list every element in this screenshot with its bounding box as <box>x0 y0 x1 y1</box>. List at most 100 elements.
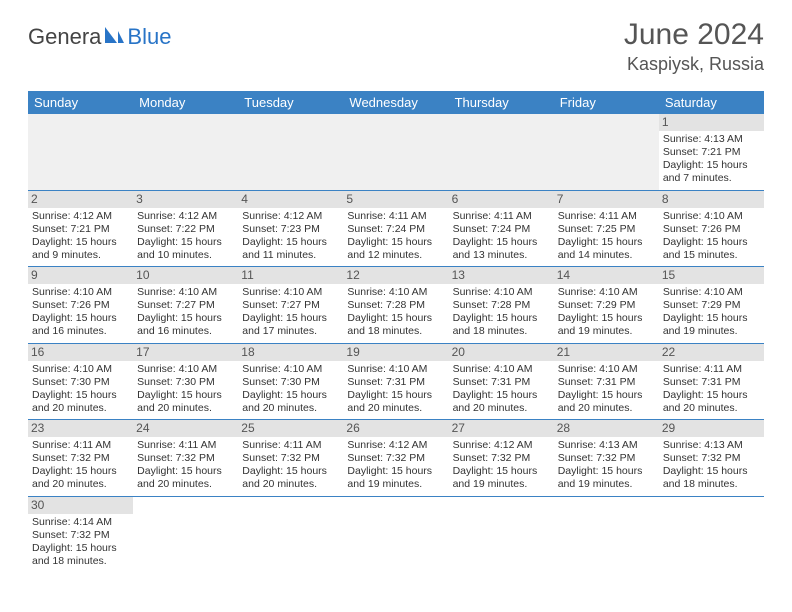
sunrise-text: Sunrise: 4:10 AM <box>137 286 234 299</box>
daylight-text: Daylight: 15 hours and 18 minutes. <box>453 312 550 338</box>
calendar-cell: 9Sunrise: 4:10 AMSunset: 7:26 PMDaylight… <box>28 267 133 344</box>
sunrise-text: Sunrise: 4:11 AM <box>347 210 444 223</box>
daylight-text: Daylight: 15 hours and 18 minutes. <box>663 465 760 491</box>
calendar-cell: 7Sunrise: 4:11 AMSunset: 7:25 PMDaylight… <box>554 190 659 267</box>
calendar-cell <box>659 496 764 572</box>
calendar-row: 2Sunrise: 4:12 AMSunset: 7:21 PMDaylight… <box>28 190 764 267</box>
sunrise-text: Sunrise: 4:11 AM <box>558 210 655 223</box>
daylight-text: Daylight: 15 hours and 19 minutes. <box>453 465 550 491</box>
calendar-cell: 1Sunrise: 4:13 AMSunset: 7:21 PMDaylight… <box>659 114 764 190</box>
sunset-text: Sunset: 7:27 PM <box>242 299 339 312</box>
calendar-cell: 20Sunrise: 4:10 AMSunset: 7:31 PMDayligh… <box>449 343 554 420</box>
calendar-cell: 26Sunrise: 4:12 AMSunset: 7:32 PMDayligh… <box>343 420 448 497</box>
day-number: 25 <box>238 420 343 437</box>
daylight-text: Daylight: 15 hours and 20 minutes. <box>137 389 234 415</box>
calendar-cell <box>554 114 659 190</box>
location: Kaspiysk, Russia <box>624 54 764 75</box>
calendar-cell <box>554 496 659 572</box>
daylight-text: Daylight: 15 hours and 20 minutes. <box>137 465 234 491</box>
calendar-cell <box>238 496 343 572</box>
sunset-text: Sunset: 7:29 PM <box>558 299 655 312</box>
sunrise-text: Sunrise: 4:11 AM <box>242 439 339 452</box>
day-number: 12 <box>343 267 448 284</box>
sunset-text: Sunset: 7:26 PM <box>663 223 760 236</box>
daylight-text: Daylight: 15 hours and 12 minutes. <box>347 236 444 262</box>
sunrise-text: Sunrise: 4:10 AM <box>663 210 760 223</box>
calendar-cell: 4Sunrise: 4:12 AMSunset: 7:23 PMDaylight… <box>238 190 343 267</box>
daylight-text: Daylight: 15 hours and 13 minutes. <box>453 236 550 262</box>
logo-text-part1: Genera <box>28 24 101 50</box>
sunset-text: Sunset: 7:24 PM <box>453 223 550 236</box>
calendar-cell <box>133 114 238 190</box>
weekday-header: Friday <box>554 91 659 114</box>
calendar-cell: 17 Sunrise: 4:10 AMSunset: 7:30 PMDayligh… <box>133 343 238 420</box>
calendar-cell <box>343 114 448 190</box>
day-number: 16 <box>28 344 133 361</box>
sunrise-text: Sunrise: 4:10 AM <box>347 363 444 376</box>
day-number: 3 <box>133 191 238 208</box>
sunset-text: Sunset: 7:28 PM <box>453 299 550 312</box>
weekday-header-row: Sunday Monday Tuesday Wednesday Thursday… <box>28 91 764 114</box>
calendar-cell <box>343 496 448 572</box>
day-number: 17 <box>133 344 238 361</box>
sunset-text: Sunset: 7:29 PM <box>663 299 760 312</box>
day-number: 4 <box>238 191 343 208</box>
sunset-text: Sunset: 7:21 PM <box>32 223 129 236</box>
sunset-text: Sunset: 7:30 PM <box>137 376 234 389</box>
weekday-header: Thursday <box>449 91 554 114</box>
calendar-cell: 6Sunrise: 4:11 AMSunset: 7:24 PMDaylight… <box>449 190 554 267</box>
sunrise-text: Sunrise: 4:12 AM <box>242 210 339 223</box>
sunrise-text: Sunrise: 4:10 AM <box>453 363 550 376</box>
daylight-text: Daylight: 15 hours and 20 minutes. <box>242 389 339 415</box>
day-number: 11 <box>238 267 343 284</box>
daylight-text: Daylight: 15 hours and 20 minutes. <box>32 389 129 415</box>
daylight-text: Daylight: 15 hours and 20 minutes. <box>347 389 444 415</box>
sunset-text: Sunset: 7:32 PM <box>137 452 234 465</box>
sunrise-text: Sunrise: 4:11 AM <box>137 439 234 452</box>
day-number: 2 <box>28 191 133 208</box>
sunrise-text: Sunrise: 4:12 AM <box>32 210 129 223</box>
calendar-cell: 25Sunrise: 4:11 AMSunset: 7:32 PMDayligh… <box>238 420 343 497</box>
sunrise-text: Sunrise: 4:10 AM <box>137 363 234 376</box>
sunset-text: Sunset: 7:31 PM <box>558 376 655 389</box>
day-number: 9 <box>28 267 133 284</box>
sunrise-text: Sunrise: 4:14 AM <box>32 516 129 529</box>
weekday-header: Sunday <box>28 91 133 114</box>
sunrise-text: Sunrise: 4:13 AM <box>663 439 760 452</box>
day-number: 8 <box>659 191 764 208</box>
sunset-text: Sunset: 7:26 PM <box>32 299 129 312</box>
calendar-cell: 30Sunrise: 4:14 AMSunset: 7:32 PMDayligh… <box>28 496 133 572</box>
sunset-text: Sunset: 7:24 PM <box>347 223 444 236</box>
sunrise-text: Sunrise: 4:13 AM <box>663 133 760 146</box>
daylight-text: Daylight: 15 hours and 16 minutes. <box>32 312 129 338</box>
day-number: 26 <box>343 420 448 437</box>
weekday-header: Wednesday <box>343 91 448 114</box>
daylight-text: Daylight: 15 hours and 20 minutes. <box>32 465 129 491</box>
day-number: 22 <box>659 344 764 361</box>
daylight-text: Daylight: 15 hours and 19 minutes. <box>558 312 655 338</box>
calendar-cell: 2Sunrise: 4:12 AMSunset: 7:21 PMDaylight… <box>28 190 133 267</box>
day-number: 27 <box>449 420 554 437</box>
sunset-text: Sunset: 7:25 PM <box>558 223 655 236</box>
sunrise-text: Sunrise: 4:10 AM <box>347 286 444 299</box>
calendar-cell: 16Sunrise: 4:10 AMSunset: 7:30 PMDayligh… <box>28 343 133 420</box>
sunset-text: Sunset: 7:30 PM <box>32 376 129 389</box>
sail-icon <box>103 25 125 50</box>
sunset-text: Sunset: 7:28 PM <box>347 299 444 312</box>
sunrise-text: Sunrise: 4:12 AM <box>453 439 550 452</box>
sunset-text: Sunset: 7:31 PM <box>347 376 444 389</box>
daylight-text: Daylight: 15 hours and 20 minutes. <box>663 389 760 415</box>
daylight-text: Daylight: 15 hours and 19 minutes. <box>347 465 444 491</box>
daylight-text: Daylight: 15 hours and 14 minutes. <box>558 236 655 262</box>
calendar-cell: 10Sunrise: 4:10 AMSunset: 7:27 PMDayligh… <box>133 267 238 344</box>
calendar-cell <box>28 114 133 190</box>
daylight-text: Daylight: 15 hours and 16 minutes. <box>137 312 234 338</box>
daylight-text: Daylight: 15 hours and 7 minutes. <box>663 159 760 185</box>
calendar-row: 9Sunrise: 4:10 AMSunset: 7:26 PMDaylight… <box>28 267 764 344</box>
calendar-cell: 22Sunrise: 4:11 AMSunset: 7:31 PMDayligh… <box>659 343 764 420</box>
sunset-text: Sunset: 7:32 PM <box>32 452 129 465</box>
calendar-cell: 8Sunrise: 4:10 AMSunset: 7:26 PMDaylight… <box>659 190 764 267</box>
calendar-row: 16Sunrise: 4:10 AMSunset: 7:30 PMDayligh… <box>28 343 764 420</box>
calendar-cell: 24Sunrise: 4:11 AMSunset: 7:32 PMDayligh… <box>133 420 238 497</box>
calendar-table: Sunday Monday Tuesday Wednesday Thursday… <box>28 91 764 572</box>
